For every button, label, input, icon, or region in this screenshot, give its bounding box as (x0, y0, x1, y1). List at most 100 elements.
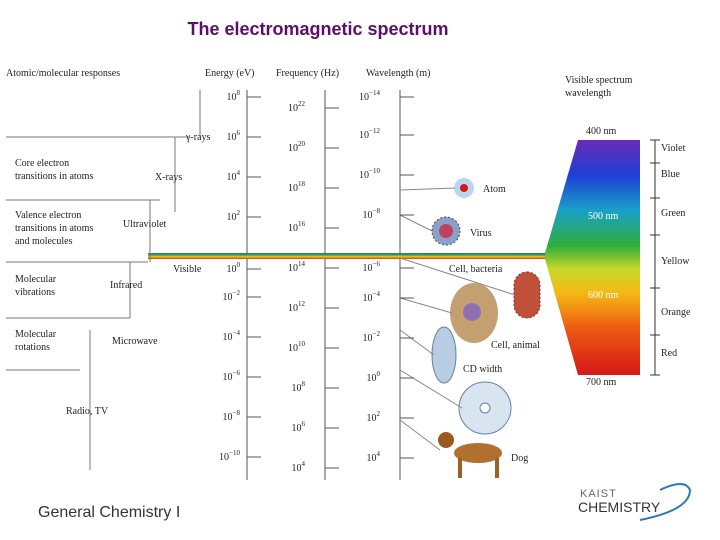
tick-label: 10−14 (359, 89, 380, 103)
region-label: Radio, TV (66, 406, 109, 417)
tick-base: 10 (363, 333, 373, 344)
tick-exp: −12 (369, 127, 380, 135)
tick-label: 10−4 (363, 290, 381, 304)
region-label: Ultraviolet (123, 219, 167, 230)
tick-exp: −2 (233, 289, 241, 297)
color-label: Violet (661, 143, 686, 154)
tick-base: 10 (288, 183, 298, 194)
tick-exp: −10 (229, 449, 240, 457)
tick-base: 10 (292, 423, 302, 434)
tick-base: 10 (227, 172, 237, 183)
tick-base: 10 (359, 92, 369, 103)
visible-wedge (545, 140, 640, 375)
tick-label: 1012 (288, 300, 306, 314)
tick-base: 10 (227, 132, 237, 143)
response-dividers (6, 90, 201, 470)
logo-swoosh (639, 483, 692, 521)
tick-label: 1014 (288, 260, 306, 274)
tick-label: 104 (367, 450, 381, 464)
title: The electromagnetic spectrum (187, 19, 448, 39)
region-label: γ-rays (185, 132, 211, 143)
tick-label: 10−2 (223, 289, 241, 303)
tick-exp: 4 (302, 460, 306, 468)
tick-label: 10−2 (363, 330, 381, 344)
response-label: and molecules (15, 236, 73, 247)
color-label: Blue (661, 169, 680, 180)
tick-base: 10 (367, 373, 377, 384)
object-label: Dog (511, 453, 528, 464)
tick-exp: −6 (233, 369, 241, 377)
object-label: CD width (463, 364, 502, 375)
tick-base: 10 (359, 130, 369, 141)
tick-base: 10 (367, 453, 377, 464)
tick-exp: −4 (373, 290, 381, 298)
tick-label: 1022 (288, 100, 306, 114)
tick-exp: 16 (298, 220, 306, 228)
tick-exp: −6 (373, 260, 381, 268)
logo-top: KAIST (580, 488, 617, 500)
tick-exp: 8 (302, 380, 306, 388)
tick-base: 10 (219, 452, 229, 463)
tick-exp: 20 (298, 140, 306, 148)
tick-label: 108 (292, 380, 306, 394)
tick-label: 1018 (288, 180, 306, 194)
tick-exp: 10 (298, 340, 306, 348)
tick-label: 1016 (288, 220, 306, 234)
object-label: Atom (483, 184, 506, 195)
response-label: rotations (15, 342, 50, 353)
tick-exp: −8 (373, 207, 381, 215)
tick-exp: 0 (237, 261, 241, 269)
region-label: Microwave (112, 336, 158, 347)
tick-exp: −4 (233, 329, 241, 337)
color-label: Orange (661, 307, 691, 318)
tick-label: 1010 (288, 340, 306, 354)
tick-base: 10 (363, 210, 373, 221)
logo-bottom: CHEMISTRY (578, 499, 661, 515)
tick-label: 10−4 (223, 329, 241, 343)
tick-exp: 22 (298, 100, 306, 108)
object-label: Virus (470, 228, 492, 239)
response-label: transitions in atoms (15, 171, 93, 182)
color-label: Yellow (661, 256, 690, 267)
tick-label: 10−12 (359, 127, 380, 141)
tick-base: 10 (288, 343, 298, 354)
tick-label: 104 (227, 169, 241, 183)
tick-base: 10 (288, 303, 298, 314)
tick-exp: −14 (369, 89, 380, 97)
response-label: Valence electron (15, 210, 81, 221)
tick-base: 10 (223, 292, 233, 303)
tick-label: 106 (227, 129, 241, 143)
tick-label: 102 (367, 410, 381, 424)
region-label: Infrared (110, 280, 142, 291)
tick-base: 10 (223, 412, 233, 423)
wavelength-label: 700 nm (586, 377, 617, 388)
tick-base: 10 (363, 293, 373, 304)
response-label: Core electron (15, 158, 69, 169)
header: Frequency (Hz) (276, 68, 339, 79)
tick-label: 100 (227, 261, 241, 275)
tick-label: 10−10 (359, 167, 380, 181)
color-label: Red (661, 348, 677, 359)
color-label: Green (661, 208, 685, 219)
tick-exp: 4 (237, 169, 241, 177)
wavelength-label: 400 nm (586, 126, 617, 137)
wavelength-label: 600 nm (588, 290, 619, 301)
tick-exp: 0 (377, 370, 381, 378)
header: Atomic/molecular responses (6, 68, 120, 79)
tick-label: 102 (227, 209, 241, 223)
tick-exp: −2 (373, 330, 381, 338)
tick-exp: 8 (237, 89, 241, 97)
tick-exp: 4 (377, 450, 381, 458)
tick-label: 108 (227, 89, 241, 103)
tick-label: 10−10 (219, 449, 240, 463)
visible-band (148, 253, 548, 259)
tick-exp: −8 (233, 409, 241, 417)
region-label: Visible (173, 264, 202, 275)
tick-label: 100 (367, 370, 381, 384)
tick-label: 106 (292, 420, 306, 434)
header: wavelength (565, 88, 611, 99)
tick-base: 10 (367, 413, 377, 424)
wavelength-label: 500 nm (588, 211, 619, 222)
tick-base: 10 (288, 263, 298, 274)
tick-exp: 2 (237, 209, 241, 217)
